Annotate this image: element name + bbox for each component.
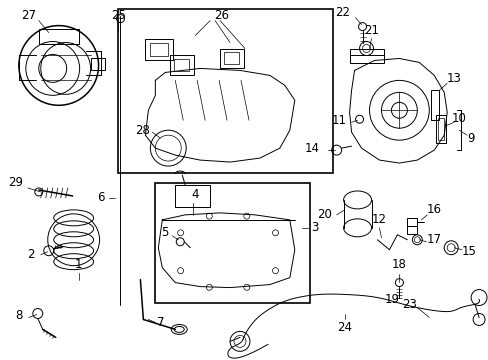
Text: 10: 10 — [451, 112, 466, 125]
Bar — [90, 58, 104, 71]
Text: 29: 29 — [8, 176, 23, 189]
Bar — [224, 53, 239, 64]
Bar — [435, 115, 446, 143]
Text: 2: 2 — [27, 248, 35, 261]
Text: 23: 23 — [401, 298, 416, 311]
Bar — [145, 39, 173, 60]
Text: 5: 5 — [162, 226, 169, 239]
Bar — [220, 49, 244, 68]
Text: 4: 4 — [191, 188, 199, 202]
Bar — [150, 42, 168, 57]
Text: 19: 19 — [384, 293, 399, 306]
Text: 9: 9 — [467, 132, 474, 145]
Text: 13: 13 — [446, 72, 461, 85]
Text: 8: 8 — [15, 309, 22, 322]
Text: 7: 7 — [156, 316, 164, 329]
Bar — [407, 226, 416, 234]
Bar — [349, 49, 384, 63]
Text: 11: 11 — [331, 114, 346, 127]
Text: 21: 21 — [363, 24, 378, 37]
Text: 12: 12 — [371, 213, 386, 226]
Bar — [175, 185, 210, 207]
Bar — [118, 9, 332, 173]
Text: 28: 28 — [135, 124, 149, 137]
Text: 17: 17 — [426, 233, 441, 246]
Bar — [407, 218, 416, 226]
Text: 14: 14 — [304, 141, 319, 155]
Text: 24: 24 — [336, 321, 351, 334]
Bar — [174, 59, 189, 71]
Bar — [437, 118, 443, 140]
Text: 25: 25 — [111, 9, 126, 22]
Bar — [155, 183, 309, 302]
Text: 3: 3 — [310, 221, 318, 234]
Text: 20: 20 — [317, 208, 331, 221]
Text: 18: 18 — [391, 258, 406, 271]
Bar — [170, 55, 194, 75]
Text: 1: 1 — [75, 258, 82, 271]
Text: 22: 22 — [334, 6, 349, 19]
Text: 15: 15 — [461, 245, 476, 258]
Text: 27: 27 — [21, 9, 36, 22]
Text: 26: 26 — [214, 9, 229, 22]
Bar — [430, 90, 438, 120]
Text: 16: 16 — [426, 203, 441, 216]
Bar — [39, 28, 79, 44]
Text: 6: 6 — [97, 192, 104, 204]
